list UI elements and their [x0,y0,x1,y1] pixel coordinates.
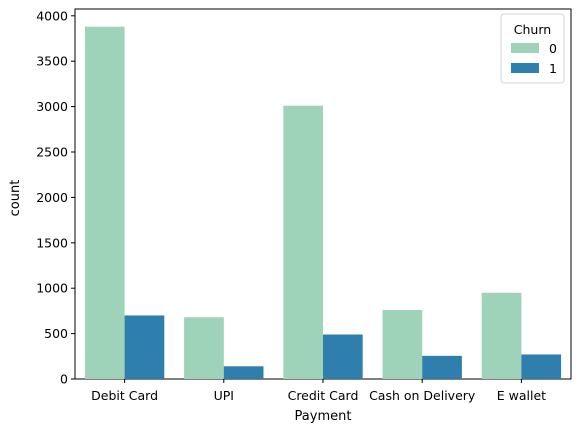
legend-label-1: 1 [549,61,557,76]
y-tick-label-2: 1000 [36,281,68,296]
y-tick-label-6: 3000 [36,99,68,114]
x-tick-label-3: Cash on Delivery [369,388,476,403]
bar-series-1-0 [124,315,165,379]
bar-series-1-1 [223,366,264,379]
x-tick-label-1: UPI [214,388,234,403]
x-tick-label-4: E wallet [497,388,546,403]
y-tick-label-5: 2500 [36,145,68,160]
bar-series-1-2 [323,334,363,379]
legend-swatch-1 [511,63,539,73]
bar-series-0-0 [84,26,125,380]
x-axis-label: Payment [295,409,352,424]
bar-series-0-4 [481,292,522,379]
bar-series-1-4 [521,354,562,379]
bar-series-0-2 [283,105,323,379]
y-tick-label-1: 500 [44,326,68,341]
x-tick-label-2: Credit Card [288,388,359,403]
y-tick-label-7: 3500 [36,54,68,69]
x-axis: Debit Card UPI Credit Card Cash on Delivery… [91,379,546,403]
legend-swatch-0 [511,43,539,53]
legend-title: Churn [514,22,551,37]
legend-label-0: 0 [549,41,557,56]
x-tick-label-0: Debit Card [91,388,158,403]
legend: Churn 0 1 [500,13,565,84]
y-tick-label-8: 4000 [36,8,68,23]
bars [84,26,562,380]
y-tick-label-4: 2000 [36,190,68,205]
bar-series-0-1 [184,317,224,379]
bar-series-0-3 [382,309,423,379]
y-axis: 0 500 1000 1500 2000 2500 3000 3500 4000 [36,8,75,387]
y-tick-label-3: 1500 [36,235,68,250]
y-tick-label-0: 0 [60,372,68,387]
bar-series-1-3 [422,355,462,379]
y-axis-label: count [8,180,23,217]
